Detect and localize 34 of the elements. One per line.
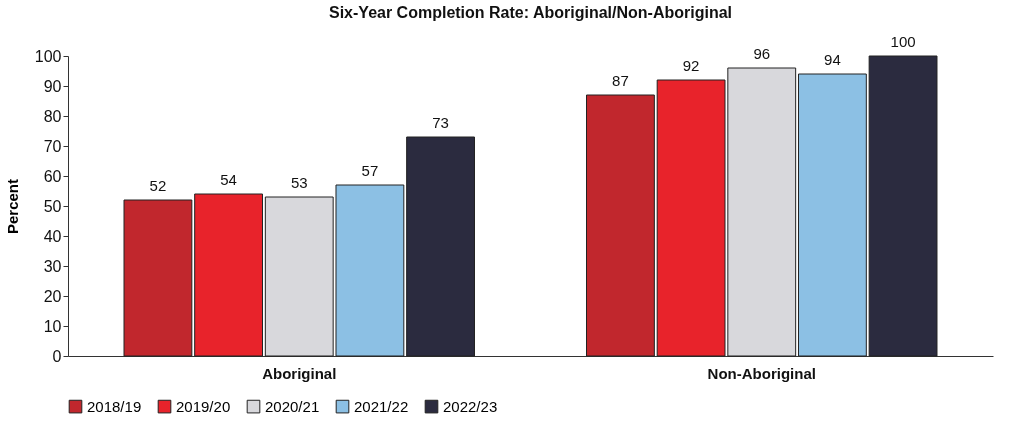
- x-tick-label: Aboriginal: [262, 364, 337, 382]
- legend-label: 2020/21: [265, 397, 320, 415]
- bar: [586, 94, 655, 357]
- y-tick-label: 90: [43, 77, 62, 95]
- y-tick-label: 20: [43, 287, 62, 305]
- legend-label: 2018/19: [87, 397, 142, 415]
- bar: [123, 199, 193, 357]
- y-tick-label: 60: [43, 167, 62, 185]
- data-label: 73: [432, 114, 449, 131]
- legend-label: 2019/20: [176, 397, 231, 415]
- y-tick-label: 10: [43, 317, 62, 335]
- bar: [797, 73, 867, 357]
- bar: [194, 193, 264, 357]
- y-axis-title: Percent: [3, 178, 21, 235]
- y-tick-label: 50: [43, 197, 62, 215]
- data-label: 87: [612, 72, 629, 89]
- y-tick-label: 0: [52, 347, 62, 365]
- x-tick-label: Non-Aboriginal: [707, 364, 816, 382]
- data-label: 100: [890, 33, 916, 50]
- y-tick-label: 40: [43, 227, 62, 245]
- data-label: 94: [824, 51, 841, 68]
- chart-title: Six-Year Completion Rate: Aboriginal/Non-Aboriginal: [329, 4, 732, 21]
- data-label: 96: [753, 45, 771, 62]
- data-label: 52: [149, 177, 167, 194]
- y-tick-label: 30: [43, 257, 62, 275]
- data-label: 57: [361, 162, 379, 179]
- legend-label: 2022/23: [443, 397, 498, 415]
- y-tick-label: 100: [34, 47, 62, 65]
- legend-label: 2021/22: [354, 397, 409, 415]
- y-tick-label: 80: [43, 107, 62, 125]
- y-tick-label: 70: [43, 137, 62, 155]
- data-label: 54: [220, 171, 237, 188]
- data-label: 53: [290, 174, 308, 191]
- data-label: 92: [682, 57, 700, 74]
